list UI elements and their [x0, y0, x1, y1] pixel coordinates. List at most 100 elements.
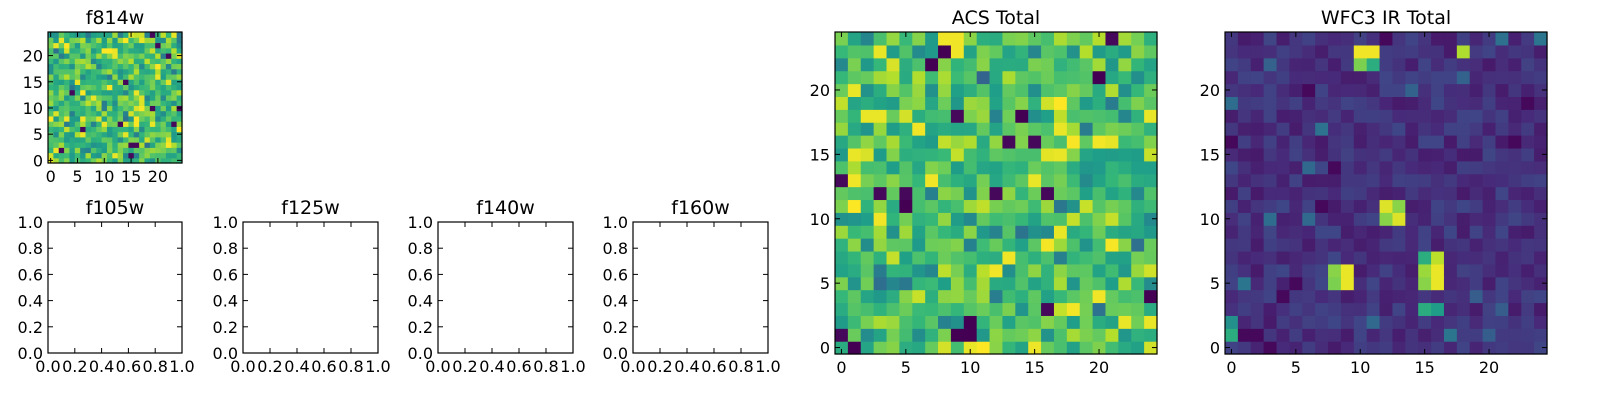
- heatmap-cell: [912, 328, 926, 342]
- heatmap-cell: [1353, 315, 1368, 329]
- heatmap-cell: [149, 89, 156, 96]
- heatmap-cell: [1431, 289, 1445, 304]
- heatmap-cell: [165, 73, 172, 80]
- heatmap-cell: [1289, 302, 1303, 316]
- heatmap-cell: [1508, 328, 1522, 342]
- heatmap-cell: [133, 115, 140, 122]
- heatmap-cell: [1353, 44, 1368, 59]
- heatmap-cell: [1105, 109, 1119, 123]
- heatmap-cell: [117, 157, 124, 164]
- heatmap-cell: [117, 147, 124, 154]
- heatmap-cell: [1418, 109, 1432, 123]
- heatmap-cell: [1353, 109, 1368, 123]
- heatmap-cell: [165, 47, 172, 54]
- heatmap-cell: [886, 199, 900, 213]
- heatmap-cell: [1289, 199, 1303, 213]
- heatmap-cell: [1079, 70, 1094, 85]
- heatmap-cell: [155, 47, 162, 54]
- heatmap-cell: [155, 121, 162, 127]
- heatmap-cell: [950, 212, 965, 226]
- y-tick-label: 10: [810, 210, 830, 229]
- heatmap-cell: [1302, 238, 1316, 252]
- heatmap-cell: [106, 121, 113, 127]
- heatmap-cell: [1028, 315, 1042, 329]
- heatmap-cell: [1144, 135, 1158, 149]
- heatmap-cell: [1482, 44, 1497, 59]
- heatmap-cell: [1405, 83, 1419, 97]
- heatmap-cell: [1328, 32, 1342, 46]
- heatmap-cell: [1534, 238, 1548, 252]
- heatmap-cell: [155, 136, 162, 143]
- heatmap-cell: [1302, 122, 1316, 136]
- heatmap-cell: [149, 157, 156, 164]
- heatmap-cell: [123, 68, 129, 75]
- heatmap-cell: [155, 147, 162, 154]
- heatmap-cell: [1263, 328, 1278, 342]
- heatmap-cell: [1263, 96, 1278, 110]
- heatmap-cell: [74, 136, 81, 143]
- heatmap-cell: [1534, 57, 1548, 72]
- heatmap-cell: [1105, 57, 1119, 72]
- x-tick-label: 0.6: [701, 357, 726, 376]
- heatmap-cell: [1131, 212, 1145, 226]
- heatmap-cell: [1079, 44, 1094, 59]
- heatmap-cell: [139, 105, 146, 112]
- heatmap-cell: [74, 105, 81, 112]
- heatmap-cell: [989, 173, 1004, 188]
- heatmap-cell: [1276, 186, 1290, 201]
- heatmap-cell: [1392, 302, 1406, 316]
- heatmap-cell: [873, 238, 888, 252]
- heatmap-cell: [165, 52, 172, 59]
- heatmap-cell: [835, 263, 849, 278]
- heatmap-cell: [123, 47, 129, 54]
- heatmap-cell: [160, 73, 167, 80]
- heatmap-cell: [85, 89, 92, 96]
- heatmap-cell: [133, 84, 140, 91]
- heatmap-cell: [950, 250, 965, 265]
- heatmap-cell: [85, 79, 92, 85]
- heatmap-cell: [1482, 186, 1497, 201]
- heatmap-cell: [53, 73, 60, 80]
- heatmap-cell: [123, 42, 129, 49]
- heatmap-cell: [1250, 199, 1265, 213]
- heatmap-cell: [1405, 57, 1419, 72]
- heatmap-cell: [1237, 135, 1252, 149]
- heatmap-cell: [101, 121, 108, 127]
- heatmap-cell: [133, 121, 140, 127]
- heatmap-cell: [886, 70, 900, 85]
- heatmap-cell: [1469, 70, 1484, 85]
- heatmap-cell: [144, 126, 151, 133]
- heatmap-cell: [48, 84, 54, 91]
- heatmap-cell: [117, 100, 124, 106]
- heatmap-cell: [1392, 186, 1406, 201]
- heatmap-cell: [950, 315, 965, 329]
- heatmap-cell: [1340, 341, 1355, 355]
- heatmap-cell: [144, 68, 151, 75]
- heatmap-cell: [117, 47, 124, 54]
- heatmap-cell: [90, 152, 97, 159]
- heatmap-cell: [160, 136, 167, 143]
- heatmap-cell: [835, 96, 849, 110]
- heatmap-cell: [1237, 83, 1252, 97]
- y-tick-label: 5: [820, 274, 830, 293]
- heatmap-cell: [1379, 109, 1394, 123]
- heatmap-cell: [48, 110, 54, 117]
- heatmap-cell: [1118, 263, 1132, 278]
- heatmap-cell: [886, 328, 900, 342]
- heatmap-cell: [112, 136, 119, 143]
- heatmap-cell: [149, 47, 156, 54]
- heatmap-cell: [976, 276, 991, 291]
- heatmap-cell: [912, 160, 926, 175]
- heatmap-cell: [1131, 199, 1145, 213]
- heatmap-cell: [133, 147, 140, 154]
- heatmap-cell: [925, 96, 939, 110]
- heatmap-cell: [112, 73, 119, 80]
- heatmap-cell: [1302, 57, 1316, 72]
- heatmap-cell: [64, 84, 71, 91]
- heatmap-cell: [1495, 160, 1509, 175]
- heatmap-cell: [1443, 109, 1458, 123]
- heatmap-cell: [1315, 44, 1329, 59]
- heatmap-cell: [1521, 160, 1535, 175]
- heatmap-cell: [53, 47, 60, 54]
